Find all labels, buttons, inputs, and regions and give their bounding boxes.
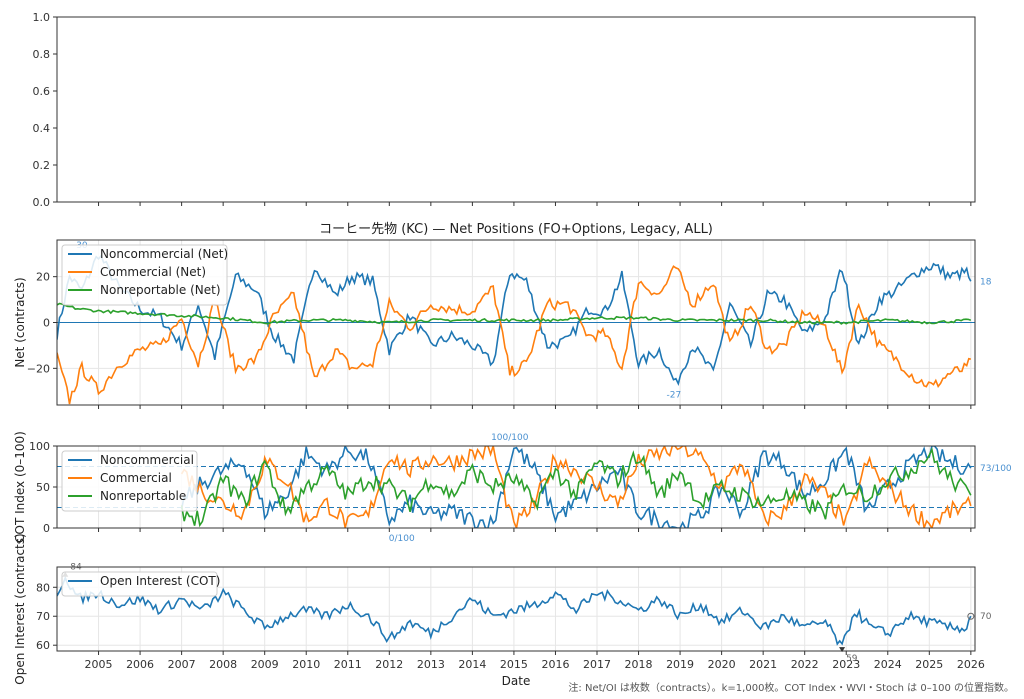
x-tick-label: 2006 <box>126 658 154 671</box>
annotation-label: 73/100 <box>980 464 1012 474</box>
y-tick-label: 80 <box>36 581 50 594</box>
legend-entry: Noncommercial (Net) <box>100 247 228 261</box>
series-line-open-interest-cot- <box>57 575 972 646</box>
x-tick-label: 2008 <box>209 658 237 671</box>
annotation-label: 100/100 <box>491 433 529 443</box>
annotation-label: 0/100 <box>389 534 415 544</box>
axes-frame <box>56 239 976 406</box>
x-tick-label: 2019 <box>666 658 694 671</box>
x-axis-label: Date <box>502 674 531 688</box>
last-marker <box>967 612 975 620</box>
y-tick-label: 1.0 <box>33 11 51 24</box>
x-tick-label: 2009 <box>251 658 279 671</box>
panel-title: コーヒー先物 (KC) — Net Positions (FO+Options,… <box>319 222 713 237</box>
open-interest-panel: 60 70 80 2005 2006 2007 2008 2009 2010 2011 2012 20… <box>13 533 992 688</box>
series-line-commercial-net- <box>57 265 971 405</box>
x-tick-label: 2023 <box>832 658 860 671</box>
y-tick-label: 0.0 <box>33 196 51 209</box>
x-tick-label: 2011 <box>334 658 362 671</box>
annotation-label: -27 <box>666 390 681 400</box>
net-positions-panel: −20 0 20 Net (contracts) コーヒー先物 (KC) — Net P… <box>13 222 992 409</box>
x-tick-label: 2018 <box>625 658 653 671</box>
y-axis-label: COT Index (0–100) <box>13 431 27 543</box>
annotation-label: 59 <box>846 654 858 664</box>
y-axis-label: Open Interest (contracts) <box>13 533 27 684</box>
annotation-label: 18 <box>980 277 992 287</box>
legend-entry: Nonreportable (Net) <box>100 283 221 297</box>
axes-frame <box>56 445 976 529</box>
legend-box <box>61 571 218 597</box>
x-tick-label: 2014 <box>458 658 486 671</box>
x-tick-label: 2012 <box>375 658 403 671</box>
y-tick-label: 0 <box>43 317 50 330</box>
series-line-nonreportable-net- <box>57 302 972 325</box>
legend-entry: Open Interest (COT) <box>100 574 220 588</box>
legend-entry: Noncommercial <box>100 453 194 467</box>
footnote: 注: Net/OI は枚数（contracts）。k=1,000枚。COT In… <box>568 681 1014 694</box>
legend-box <box>61 450 198 512</box>
y-tick-label: 0.2 <box>33 159 51 172</box>
annotation-label: 84 <box>70 563 82 573</box>
x-tick-label: 2026 <box>957 658 985 671</box>
y-tick-label: 0 <box>43 522 50 535</box>
x-tick-label: 2017 <box>583 658 611 671</box>
y-axis-label: Net (contracts) <box>13 277 27 367</box>
y-tick-label: 70 <box>36 610 50 623</box>
axes-frame <box>56 566 976 652</box>
y-tick-label: 0.4 <box>33 122 51 135</box>
legend-entry: Nonreportable <box>100 489 186 503</box>
x-tick-label: 2020 <box>708 658 736 671</box>
x-tick-label: 2013 <box>417 658 445 671</box>
series-line-noncommercial-net- <box>57 254 972 387</box>
y-tick-label: 100 <box>29 440 50 453</box>
extreme-marker <box>839 647 846 653</box>
axes-frame <box>56 16 976 203</box>
x-tick-label: 2010 <box>292 658 320 671</box>
x-tick-label: 2024 <box>874 658 902 671</box>
y-tick-label: −20 <box>27 362 50 375</box>
series-line-commercial <box>180 446 972 528</box>
x-tick-label: 2025 <box>915 658 943 671</box>
series-line-nonreportable <box>180 447 972 528</box>
x-tick-label: 2016 <box>541 658 569 671</box>
x-tick-label: 2005 <box>85 658 113 671</box>
x-tick-label: 2015 <box>500 658 528 671</box>
annotation-label: 70 <box>980 612 992 622</box>
x-tick-label: 2021 <box>749 658 777 671</box>
y-tick-label: 20 <box>36 271 50 284</box>
y-tick-label: 0.8 <box>33 48 51 61</box>
x-tick-label: 2022 <box>791 658 819 671</box>
y-tick-label: 60 <box>36 639 50 652</box>
y-tick-label: 0.6 <box>33 85 51 98</box>
y-tick-label: 50 <box>36 481 50 494</box>
legend-entry: Commercial <box>100 471 172 485</box>
legend-entry: Commercial (Net) <box>100 265 206 279</box>
empty-panel: 0.0 0.2 0.4 0.6 0.8 1.0 <box>33 11 976 209</box>
x-tick-label: 2007 <box>168 658 196 671</box>
legend-box <box>61 244 228 306</box>
